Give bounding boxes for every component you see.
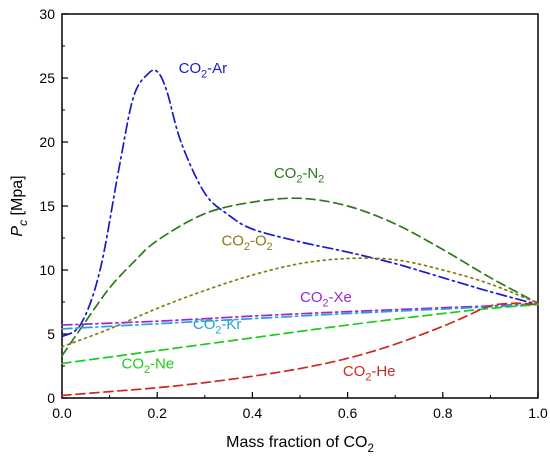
- labels-layer: CO2-Ar CO2-N2 CO2-O2 CO2-Xe CO2-Kr CO2-Ne CO2-…: [122, 60, 396, 384]
- series-line-co2-o2: [61, 257, 539, 348]
- y-tick-label: 0: [47, 390, 55, 406]
- y-tick-label: 20: [39, 134, 55, 150]
- series-label-co2-ne: CO2-Ne: [122, 356, 175, 377]
- series-line-co2-kr: [61, 303, 539, 330]
- series-label-co2-he: CO2-He: [343, 363, 396, 384]
- series-line-co2-n2: [61, 197, 539, 357]
- series-label-co2-ar: CO2-Ar: [179, 60, 228, 81]
- y-tick-label: 5: [47, 326, 55, 342]
- y-tick-label: 10: [39, 262, 55, 278]
- x-axis-title: Mass fraction of CO2: [226, 434, 374, 455]
- series-label-co2-kr: CO2-Kr: [193, 316, 242, 337]
- y-axis-title: Pc [Mpa]: [9, 175, 30, 236]
- x-tick-label: 0.4: [243, 405, 263, 421]
- y-tick-label: 15: [39, 198, 55, 214]
- x-tick-label: 0.0: [52, 405, 72, 421]
- x-tick-label: 0.6: [338, 405, 358, 421]
- ticks-layer: 0.0 0.2 0.4 0.6 0.8 1.0 0 5 10 15 20 25 30: [39, 6, 548, 421]
- y-tick-label: 25: [39, 70, 55, 86]
- x-tick-label: 1.0: [528, 405, 548, 421]
- series-line-co2-ar: [61, 69, 539, 338]
- x-tick-label: 0.8: [433, 405, 453, 421]
- series-label-co2-o2: CO2-O2: [221, 233, 272, 254]
- series-layer: [61, 69, 539, 397]
- series-line-co2-xe: [61, 303, 539, 326]
- series-label-co2-n2: CO2-N2: [274, 165, 324, 186]
- x-tick-label: 0.2: [147, 405, 167, 421]
- series-label-co2-xe: CO2-Xe: [300, 289, 352, 310]
- series-line-co2-he: [61, 302, 539, 397]
- y-tick-label: 30: [39, 6, 55, 22]
- plot-frame: [61, 13, 539, 399]
